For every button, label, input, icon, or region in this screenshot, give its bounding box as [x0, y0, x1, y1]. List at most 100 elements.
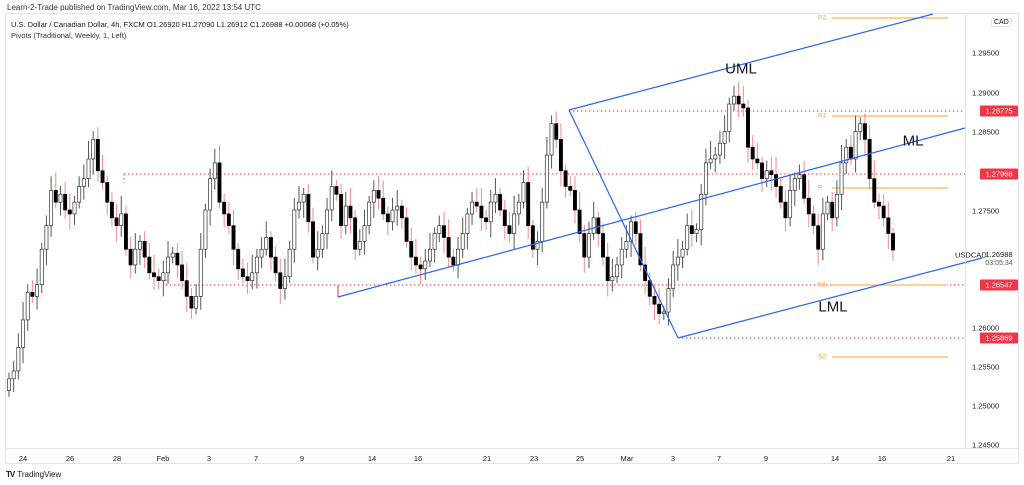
candle-body: [811, 213, 816, 227]
candle-body: [67, 209, 72, 215]
chart-legend: U.S. Dollar / Canadian Dollar, 4h, FXCM …: [11, 19, 349, 41]
time-label: 14: [367, 454, 377, 463]
candle-body: [442, 225, 446, 238]
candle-body: [301, 193, 306, 203]
candle-body: [399, 205, 404, 219]
candle-body: [479, 205, 484, 219]
candle-body: [755, 158, 760, 164]
candle-body: [367, 201, 372, 227]
candle-body: [166, 256, 170, 274]
candle-body: [456, 248, 460, 266]
candle-body: [713, 154, 718, 160]
candle-body: [357, 241, 362, 250]
price-tick: 1.26000: [972, 323, 1000, 333]
candle-body: [25, 292, 30, 321]
candle-body: [170, 252, 175, 258]
candle-body: [615, 264, 619, 278]
candle-body: [35, 284, 40, 297]
ml-label: ML: [902, 132, 924, 150]
candle-body: [764, 170, 769, 179]
tradingview-logo[interactable]: TV TradingView: [6, 470, 61, 479]
candle-body: [428, 248, 432, 262]
candle-body: [736, 95, 741, 105]
candle-body: [591, 217, 596, 234]
candle-body: [629, 221, 634, 242]
candle-body: [259, 248, 264, 258]
candle-body: [844, 146, 849, 164]
legend-ohlc: U.S. Dollar / Canadian Dollar, 4h, FXCM …: [11, 20, 349, 29]
candle-body: [703, 162, 708, 195]
candle-body: [769, 170, 774, 176]
candle-body: [694, 229, 699, 234]
candle-body: [138, 241, 142, 250]
candle-body: [657, 303, 662, 314]
candle-body: [423, 260, 428, 270]
candle-body: [208, 178, 213, 211]
candle-body: [254, 256, 259, 274]
time-label: 14: [830, 454, 840, 463]
candle-body: [334, 186, 339, 195]
chart-frame: [5, 13, 1019, 464]
candle-body: [283, 276, 287, 289]
candle-body: [105, 182, 110, 203]
lml-line: [677, 257, 983, 339]
pivot-label: R1: [818, 112, 827, 120]
candle-body: [638, 233, 643, 266]
candle-body: [404, 217, 409, 242]
candle-body: [839, 162, 844, 195]
candle-body: [881, 205, 886, 219]
candle-body: [236, 248, 241, 270]
time-label: 16: [413, 454, 423, 463]
candle-body: [123, 213, 128, 250]
candle-body: [156, 276, 161, 282]
candle-body: [226, 213, 231, 227]
candle-body: [610, 276, 615, 282]
candle-body: [802, 174, 807, 199]
price-level-tag: 1.27968: [980, 168, 1018, 180]
candle-body: [385, 213, 390, 223]
pivot-label: R2: [818, 14, 827, 22]
candle-body: [184, 280, 189, 297]
candle-body: [872, 178, 877, 203]
candle-body: [778, 186, 783, 203]
uml-label: UML: [725, 60, 757, 78]
candle-body: [86, 158, 91, 179]
candle-body: [834, 193, 839, 219]
candle-body: [732, 95, 736, 105]
candle-body: [203, 209, 208, 250]
time-axis[interactable]: [5, 448, 1019, 464]
candle-body: [30, 292, 35, 297]
price-level-tag: 1.25869: [980, 332, 1018, 344]
candle-body: [886, 217, 891, 234]
candle-body: [7, 378, 11, 391]
candle-body: [297, 201, 301, 211]
candle-body: [147, 256, 152, 274]
candle-body: [180, 264, 185, 282]
candle-body: [830, 201, 835, 219]
candle-body: [797, 174, 802, 179]
candle-body: [661, 311, 666, 314]
time-label: 21: [946, 454, 956, 463]
time-label: 16: [877, 454, 887, 463]
candle-body: [343, 205, 348, 227]
time-label: 3: [670, 454, 676, 463]
candle-body: [727, 103, 732, 132]
candle-body: [474, 201, 479, 207]
candle-body: [689, 225, 694, 234]
price-axis[interactable]: [965, 13, 1019, 448]
candle-body: [142, 241, 147, 258]
candle-body: [722, 131, 727, 144]
candle-body: [816, 225, 821, 250]
candle-body: [11, 370, 16, 380]
candle-body: [49, 190, 54, 227]
currency-badge[interactable]: CAD: [991, 18, 1012, 27]
candle-body: [549, 123, 554, 156]
candle-body: [783, 201, 788, 219]
time-label: 26: [65, 454, 75, 463]
time-label: 3: [206, 454, 212, 463]
candle-body: [100, 170, 105, 183]
candle-body: [268, 237, 273, 258]
candle-body: [409, 241, 414, 258]
candle-body: [788, 190, 793, 219]
